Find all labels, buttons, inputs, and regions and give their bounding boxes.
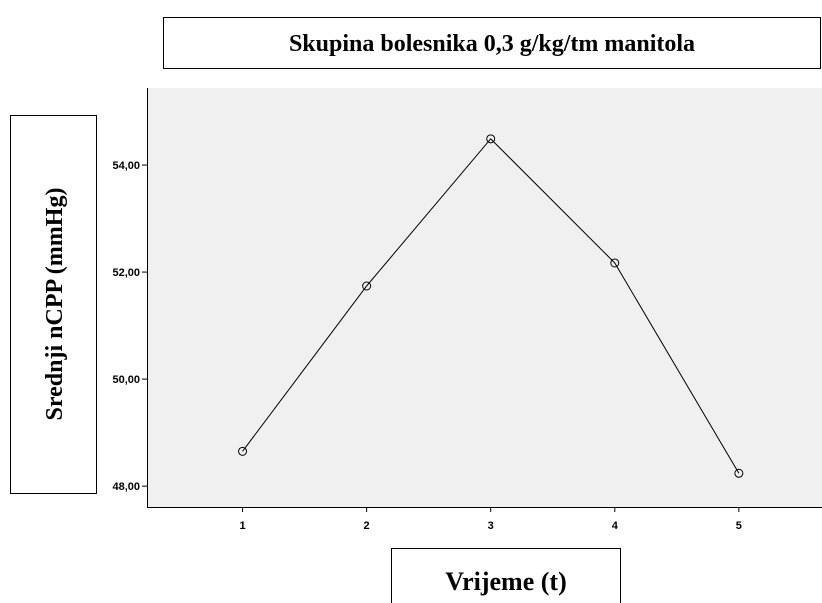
x-tick-label: 4 [612,520,619,532]
point [610,258,620,268]
chart-title: Skupina bolesnika 0,3 g/kg/tm manitola [289,31,695,57]
point [734,468,744,478]
point [362,281,372,291]
y-tick-label: 54,00 [112,160,140,172]
y-tick-label: 52,00 [112,267,140,279]
y-tick-label: 48,00 [112,481,140,493]
x-tick-label: 2 [364,520,370,532]
y-tick-label: 50,00 [112,374,140,386]
x-tick-label: 5 [736,520,742,532]
x-tick-label: 3 [488,520,494,532]
point [486,134,496,144]
line [242,138,740,474]
plot-area [147,88,822,507]
point [238,446,248,456]
x-label-box [391,548,621,603]
y-label-box [10,115,97,494]
y-axis-label: Srednji nCPP (mmHg) [42,188,68,421]
x-tick-label: 1 [239,520,245,532]
title-box [163,17,821,69]
x-axis-label: Vrijeme (t) [445,567,566,596]
